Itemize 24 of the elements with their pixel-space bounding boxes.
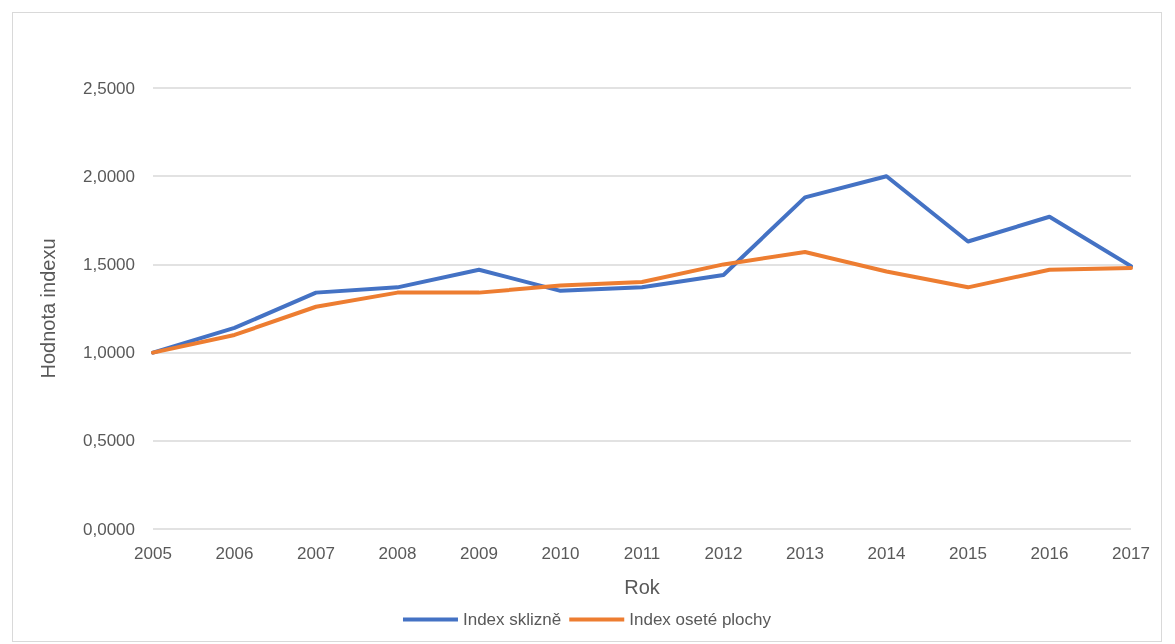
x-tick-label: 2005 xyxy=(134,544,172,563)
x-tick-label: 2017 xyxy=(1112,544,1150,563)
x-tick-label: 2016 xyxy=(1030,544,1069,563)
y-tick-label: 1,5000 xyxy=(83,254,135,274)
y-tick-label: 0,5000 xyxy=(83,431,135,451)
x-tick-label: 2014 xyxy=(867,544,906,563)
legend-label: Index sklizně xyxy=(462,610,562,629)
x-tick-label: 2013 xyxy=(786,544,824,563)
x-tick-label: 2010 xyxy=(541,544,580,563)
x-axis-title: Rok xyxy=(624,576,661,598)
y-tick-label: 2,5000 xyxy=(83,78,135,98)
x-tick-label: 2012 xyxy=(704,544,743,563)
x-tick-label: 2015 xyxy=(949,544,987,563)
y-tick-label: 2,0000 xyxy=(83,166,135,186)
x-tick-label: 2009 xyxy=(460,544,498,563)
x-tick-label: 2006 xyxy=(215,544,254,563)
y-tick-label: 0,0000 xyxy=(83,519,135,539)
line-series xyxy=(151,250,1133,355)
x-tick-label: 2007 xyxy=(297,544,335,563)
x-tick-label: 2011 xyxy=(623,544,661,563)
y-axis-title: Hodnota indexu xyxy=(37,238,59,379)
x-tick-label: 2008 xyxy=(378,544,417,563)
y-tick-label: 1,0000 xyxy=(83,343,135,363)
legend-label: Index oseté plochy xyxy=(629,610,772,629)
